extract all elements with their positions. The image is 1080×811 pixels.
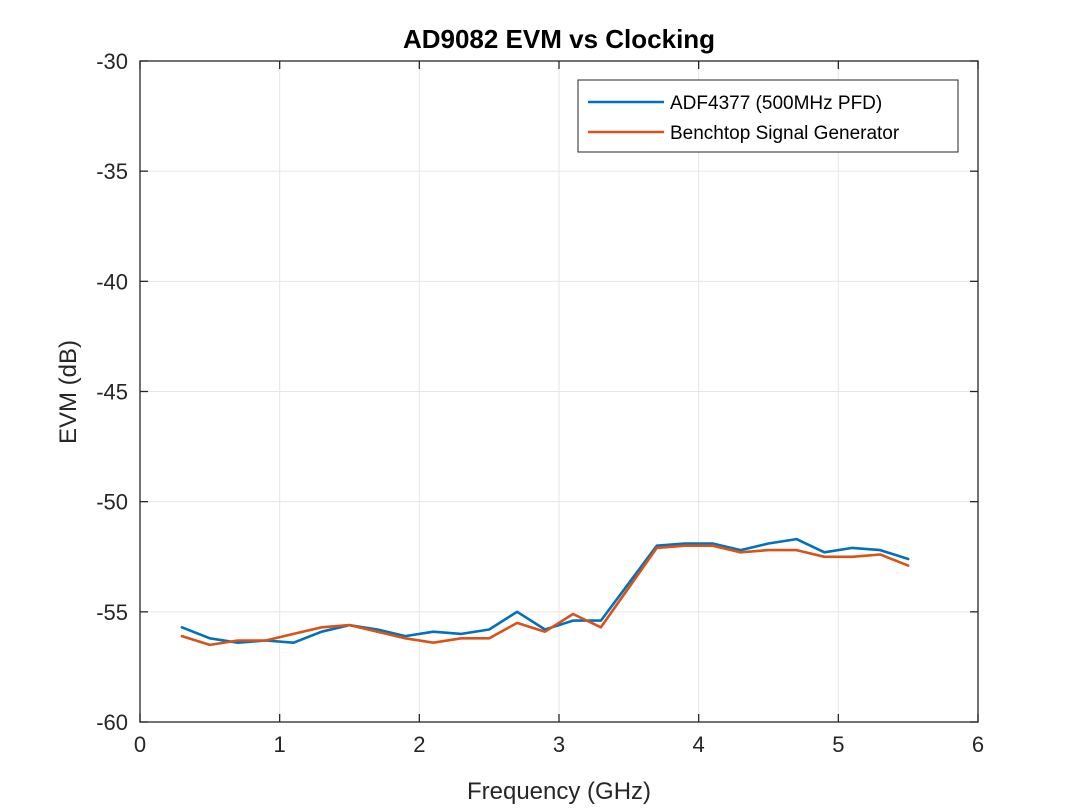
y-tick-label: -50 [96,490,128,515]
chart-title: AD9082 EVM vs Clocking [403,24,715,54]
x-tick-label: 3 [553,732,565,757]
legend-box [577,79,959,153]
y-tick-label: -30 [96,49,128,74]
y-axis-label: EVM (dB) [55,340,82,444]
x-axis-label: Frequency (GHz) [467,778,651,805]
x-tick-label: 1 [274,732,286,757]
x-tick-label: 0 [134,732,146,757]
y-tick-label: -45 [96,380,128,405]
y-tick-label: -60 [96,710,128,735]
y-tick-label: -35 [96,159,128,184]
y-tick-label: -40 [96,269,128,294]
x-tick-label: 5 [832,732,844,757]
y-tick-label: -55 [96,600,128,625]
x-tick-label: 4 [693,732,705,757]
legend: ADF4377 (500MHz PFD) Benchtop Signal Gene… [577,79,959,153]
x-tick-label: 6 [972,732,984,757]
legend-label-2: Benchtop Signal Generator [670,123,900,144]
series-line-1 [180,537,910,645]
axis-ticks: 0 1 2 3 4 5 6 -30 -35 -40 -45 -50 -55 -60 [96,49,984,757]
x-tick-label: 2 [413,732,425,757]
legend-label-1: ADF4377 (500MHz PFD) [670,93,882,114]
series-lines [180,537,910,647]
series-line-2 [180,544,910,647]
